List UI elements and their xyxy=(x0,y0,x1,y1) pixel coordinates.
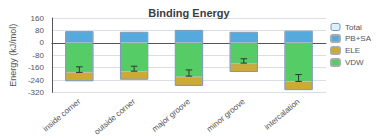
svg-text:PB+SA: PB+SA xyxy=(345,34,372,43)
svg-text:0: 0 xyxy=(39,38,44,47)
svg-text:Energy (kJ/mol): Energy (kJ/mol) xyxy=(8,24,18,87)
svg-text:-80: -80 xyxy=(32,51,44,60)
svg-text:ELE: ELE xyxy=(345,46,360,55)
svg-text:80: 80 xyxy=(35,26,44,35)
svg-text:major groove: major groove xyxy=(150,97,192,134)
svg-text:intercalation: intercalation xyxy=(263,97,302,132)
svg-text:minor groove: minor groove xyxy=(205,97,247,134)
svg-text:-320: -320 xyxy=(28,88,45,97)
svg-text:-240: -240 xyxy=(28,76,45,85)
svg-text:outside corner: outside corner xyxy=(92,97,137,137)
svg-text:Binding Energy: Binding Energy xyxy=(148,7,230,19)
svg-text:VDW: VDW xyxy=(345,58,364,67)
svg-text:-160: -160 xyxy=(28,63,45,72)
svg-text:160: 160 xyxy=(31,14,45,23)
svg-text:inside corner: inside corner xyxy=(41,97,82,134)
svg-text:Total: Total xyxy=(345,23,362,32)
